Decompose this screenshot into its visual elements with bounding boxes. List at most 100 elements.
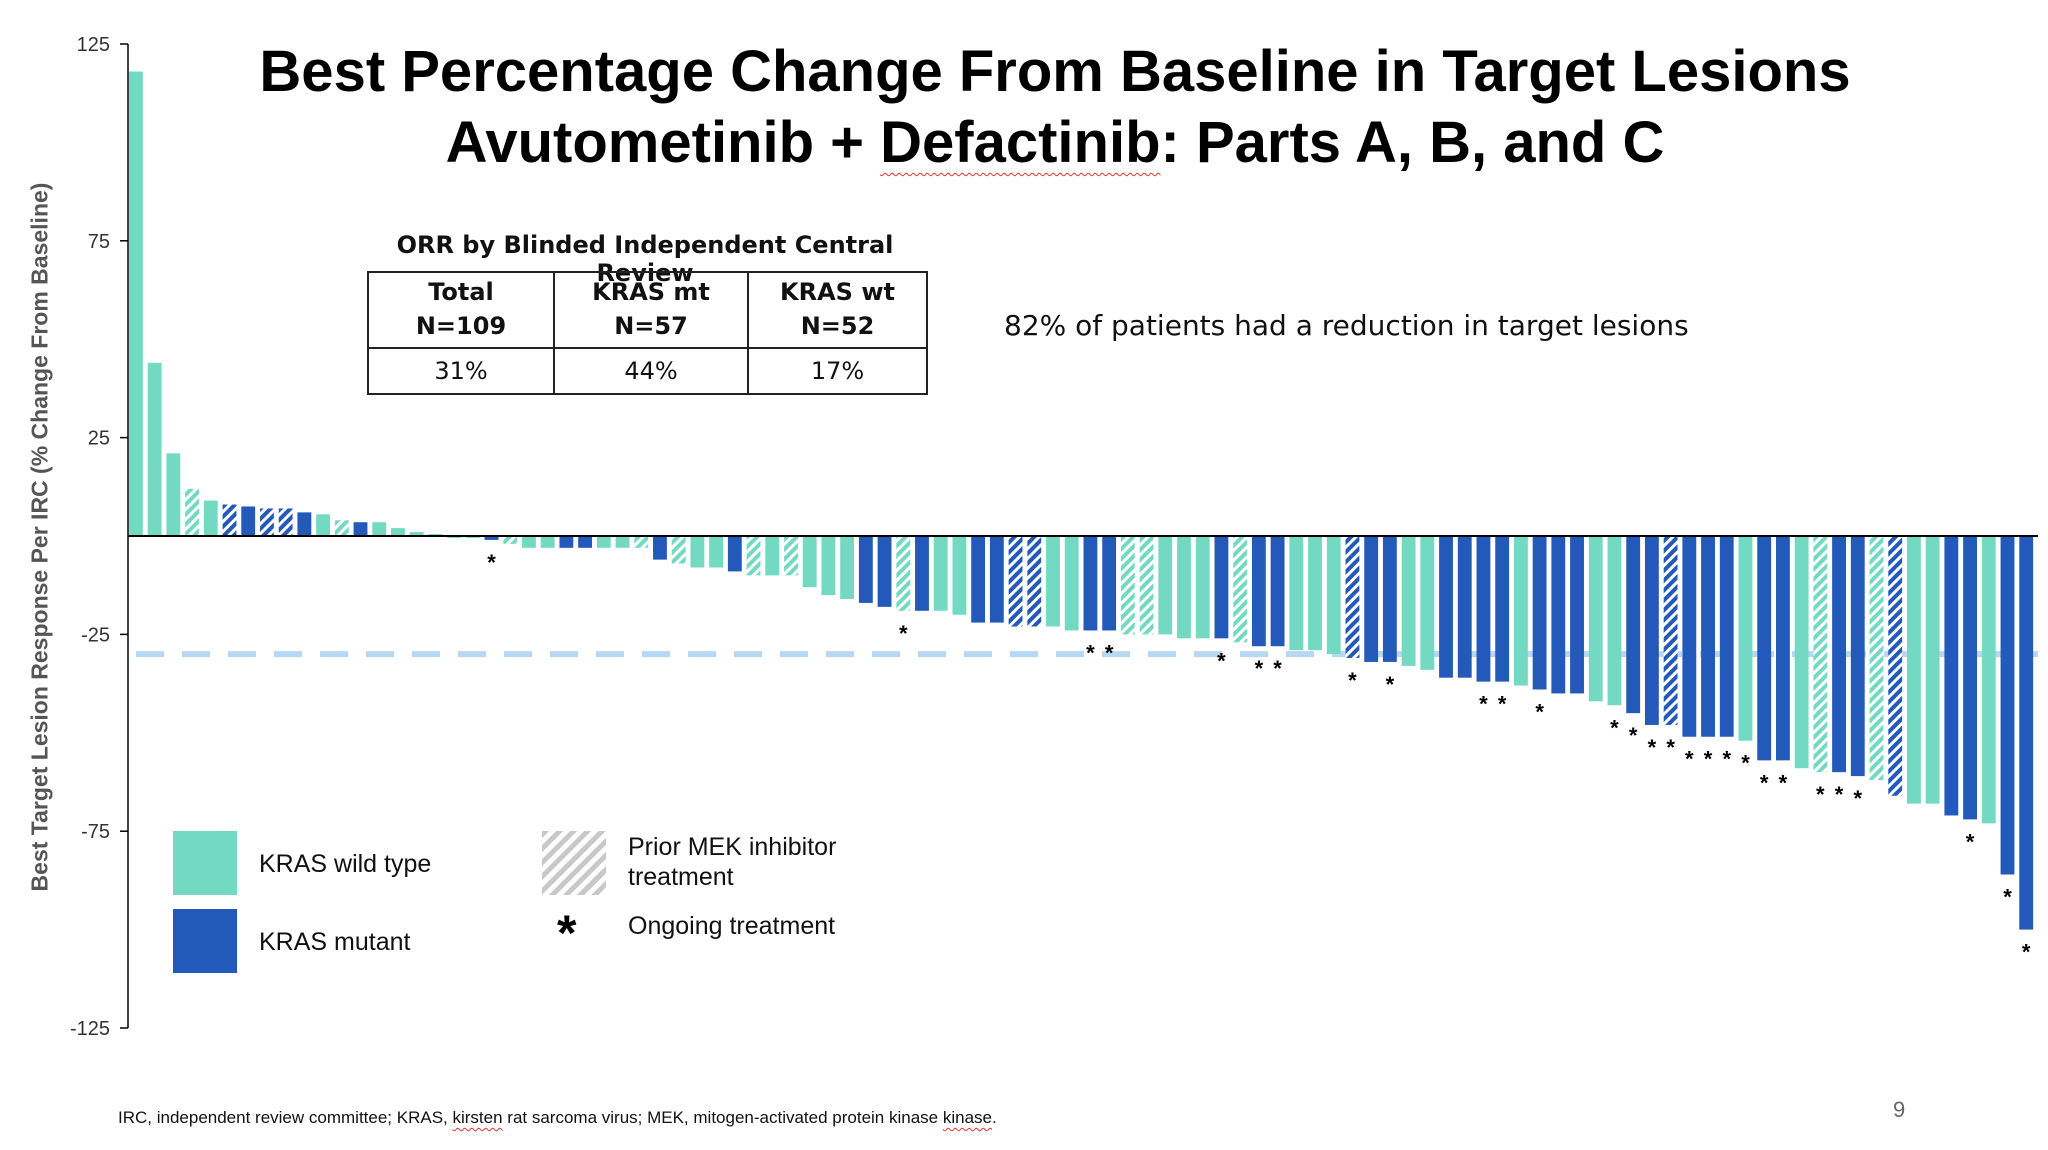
bar-kras-wild-type	[596, 536, 611, 548]
y-tick-label: 125	[77, 34, 110, 56]
bar-kras-mutant	[278, 508, 293, 536]
ongoing-treatment-marker: *	[1779, 770, 1788, 795]
bar-kras-mutant	[858, 536, 873, 603]
bar-kras-mutant	[1719, 536, 1734, 737]
ongoing-treatment-marker: *	[1629, 723, 1638, 748]
orr-header-kras-wt: KRAS wt N=52	[747, 271, 928, 349]
y-tick-label: -75	[81, 821, 110, 843]
bar-kras-wild-type	[372, 522, 387, 536]
ongoing-treatment-marker: *	[2022, 940, 2031, 965]
chart-title-line-2: Avutometinib + Defactinib: Parts A, B, a…	[130, 111, 1980, 175]
legend-wild-type-swatch	[173, 831, 237, 895]
bar-kras-wild-type	[185, 488, 199, 536]
bar-kras-wild-type	[1813, 536, 1828, 773]
orr-value-kras-mt: 44%	[553, 347, 749, 395]
legend-prior-mek-line-2: treatment	[628, 863, 734, 891]
bar-kras-wild-type	[391, 528, 405, 536]
bar-kras-mutant	[915, 536, 929, 611]
bar-kras-mutant	[1027, 536, 1042, 627]
bar-kras-mutant	[2000, 536, 2015, 875]
bar-kras-mutant	[989, 536, 1004, 623]
page-number: 9	[1893, 1097, 1906, 1122]
bar-kras-mutant	[222, 504, 237, 536]
orr-header-label: Total	[428, 278, 494, 307]
bar-kras-wild-type	[784, 536, 798, 576]
bar-kras-mutant	[727, 536, 742, 572]
bar-kras-wild-type	[1195, 536, 1210, 639]
bar-kras-wild-type	[1401, 536, 1416, 666]
bar-kras-mutant	[1944, 536, 1959, 816]
ongoing-treatment-marker: *	[1255, 656, 1264, 681]
bar-kras-mutant	[1251, 536, 1266, 647]
bar-kras-wild-type	[765, 536, 780, 576]
bar-kras-wild-type	[1513, 536, 1528, 686]
legend-mutant-swatch	[173, 909, 237, 973]
bar-kras-wild-type	[802, 536, 817, 588]
bar-kras-mutant	[1364, 536, 1379, 662]
bar-kras-wild-type	[540, 536, 555, 548]
title-drug-name: Defactinib	[880, 110, 1161, 175]
ongoing-treatment-marker: *	[1535, 700, 1544, 725]
bar-kras-wild-type	[1064, 536, 1079, 631]
ongoing-treatment-marker: *	[1666, 735, 1675, 760]
bar-kras-mutant	[653, 536, 667, 560]
bar-kras-wild-type	[503, 536, 518, 544]
bar-kras-wild-type	[746, 536, 761, 576]
ongoing-treatment-marker: *	[1086, 640, 1095, 665]
orr-value-total: 31%	[367, 347, 555, 395]
bar-kras-wild-type	[1420, 536, 1435, 670]
bar-kras-wild-type	[1046, 536, 1060, 627]
bar-kras-wild-type	[896, 536, 911, 611]
orr-table-value-row: 31% 44% 17%	[367, 347, 928, 395]
legend-wild-type-label: KRAS wild type	[259, 850, 432, 878]
reduction-callout: 82% of patients had a reduction in targe…	[1004, 309, 1689, 342]
bar-kras-wild-type	[709, 536, 724, 568]
bar-kras-mutant	[1439, 536, 1453, 678]
bar-kras-wild-type	[1289, 536, 1304, 651]
footnote-part: rat sarcoma virus; MEK, mitogen-activate…	[502, 1108, 943, 1127]
bar-kras-wild-type	[409, 532, 424, 536]
orr-header-label: KRAS wt	[780, 278, 895, 307]
ongoing-treatment-marker: *	[1479, 692, 1488, 717]
bar-kras-wild-type	[166, 453, 181, 536]
chart-title-line-1: Best Percentage Change From Baseline in …	[259, 39, 1851, 104]
ongoing-treatment-marker: *	[1648, 735, 1657, 760]
bar-kras-mutant	[1083, 536, 1098, 631]
footnote-part: IRC, independent review committee; KRAS,	[118, 1108, 453, 1127]
ongoing-treatment-marker: *	[1760, 770, 1769, 795]
bar-kras-mutant	[1214, 536, 1229, 639]
bar-kras-wild-type	[1233, 536, 1248, 643]
ongoing-treatment-marker: *	[2003, 885, 2012, 910]
orr-table: Total N=109 KRAS mt N=57 KRAS wt N=52 31% 4…	[367, 271, 928, 395]
bar-kras-mutant	[578, 536, 593, 548]
orr-table-caption: ORR by Blinded Independent Central Revie…	[396, 231, 894, 287]
bar-kras-mutant	[1626, 536, 1641, 714]
bar-kras-mutant	[297, 512, 312, 536]
orr-header-n: N=52	[800, 312, 875, 340]
bar-kras-wild-type	[821, 536, 836, 596]
bar-kras-mutant	[1008, 536, 1023, 627]
bar-kras-wild-type	[1794, 536, 1809, 769]
bar-kras-wild-type	[615, 536, 630, 548]
bar-kras-wild-type	[1981, 536, 1996, 824]
bar-kras-wild-type	[952, 536, 967, 615]
bar-kras-mutant	[260, 508, 274, 536]
ongoing-treatment-marker: *	[1704, 747, 1713, 772]
bar-kras-mutant	[1682, 536, 1697, 737]
ongoing-treatment-marker: *	[1853, 786, 1862, 811]
orr-value-kras-wt: 17%	[747, 347, 928, 395]
bar-kras-mutant	[1532, 536, 1547, 690]
bar-kras-wild-type	[316, 514, 331, 536]
ongoing-treatment-marker: *	[1966, 829, 1975, 854]
bar-kras-mutant	[484, 536, 499, 540]
bar-kras-wild-type	[203, 500, 218, 536]
bar-kras-wild-type	[1738, 536, 1753, 741]
bar-kras-mutant	[1850, 536, 1865, 777]
bar-kras-wild-type	[1120, 536, 1135, 635]
ongoing-treatment-marker: *	[487, 550, 496, 575]
footnote-part: kirsten	[452, 1108, 503, 1127]
bar-kras-mutant	[1476, 536, 1491, 682]
footnote: IRC, independent review committee; KRAS,…	[118, 1108, 997, 1128]
ongoing-treatment-marker: *	[1835, 782, 1844, 807]
bar-kras-wild-type	[690, 536, 705, 568]
